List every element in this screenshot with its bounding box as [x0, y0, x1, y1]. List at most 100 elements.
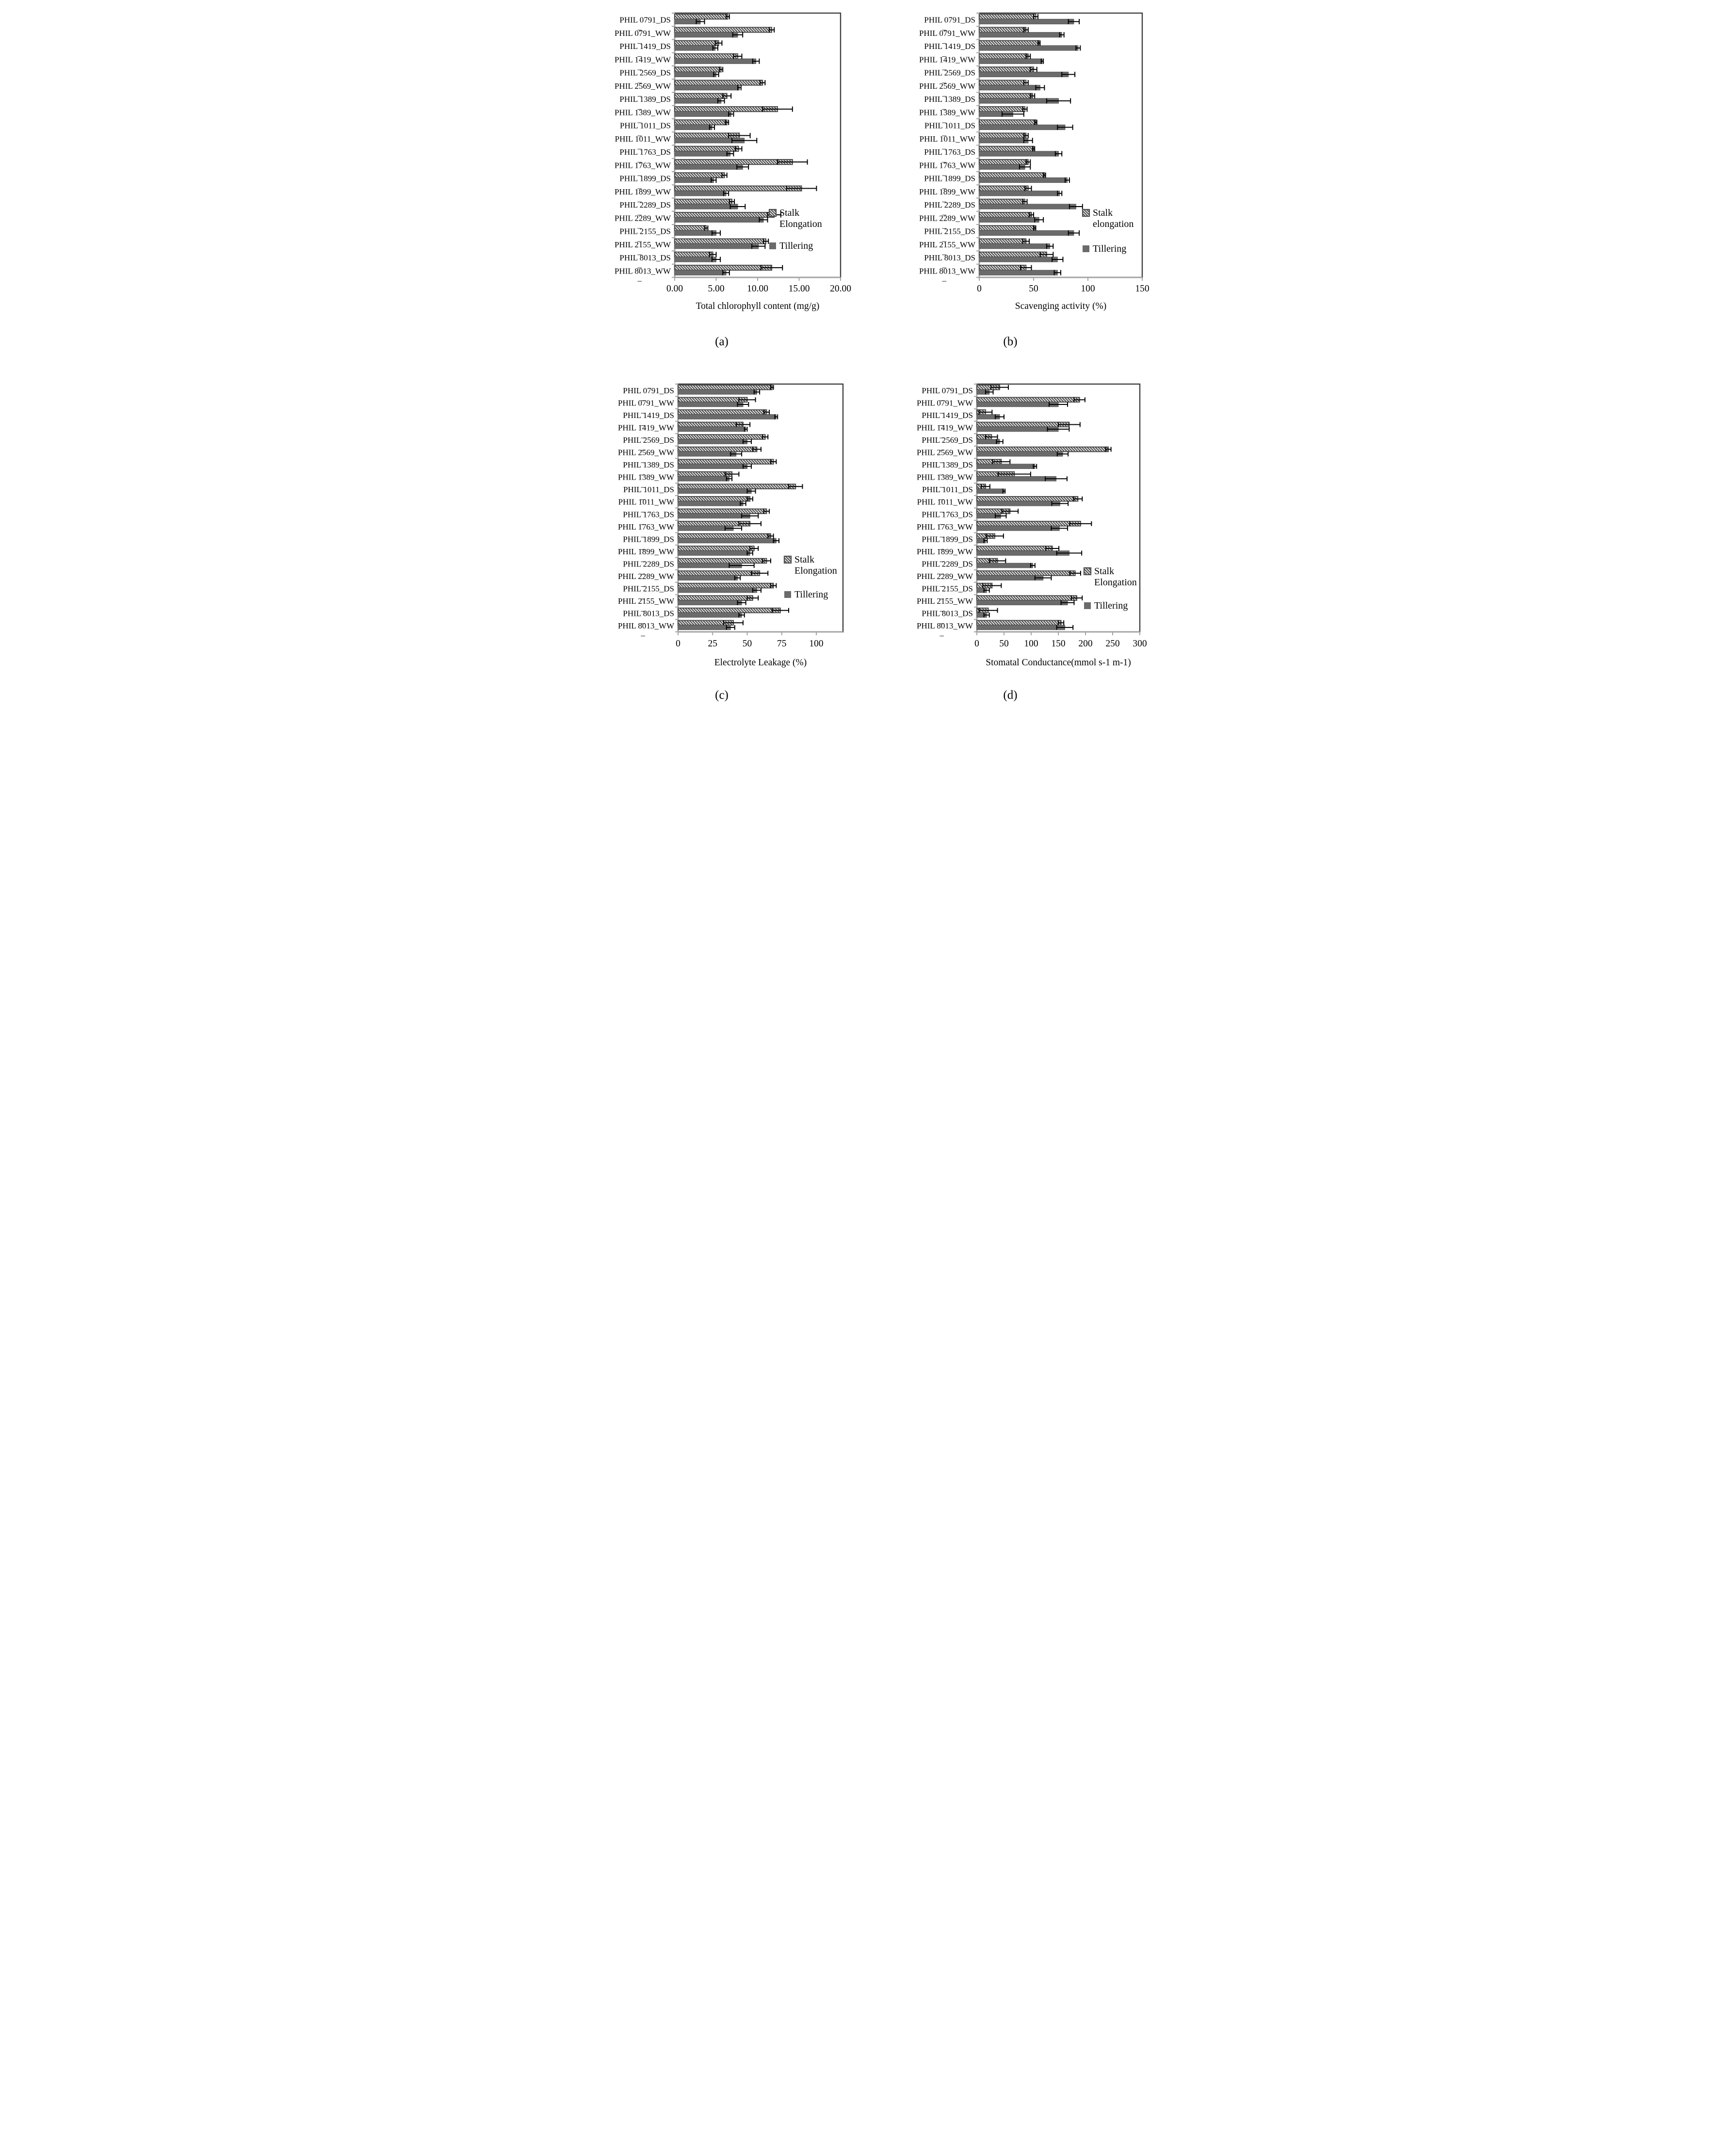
bar-stalk-elongation: [979, 93, 1033, 99]
category-label: PHIL 8013_WW _: [917, 621, 973, 637]
bar-stalk-elongation: [979, 172, 1045, 178]
x-tick-label: 0: [977, 284, 982, 294]
error-bar: [1033, 225, 1037, 231]
category-label: PHIL 1763_WW _: [615, 161, 671, 177]
error-bar: [712, 45, 718, 51]
error-bar: [723, 620, 744, 626]
error-bar: [1025, 159, 1031, 165]
legend-label-stalk-line1: Stalk: [794, 554, 814, 565]
error-bar: [1034, 217, 1044, 223]
bar-stalk-elongation: [979, 198, 1026, 205]
x-tick-label: 300: [1133, 639, 1147, 649]
error-bar: [726, 14, 730, 19]
category-label: PHIL 0791_WW _: [919, 29, 976, 45]
error-bar: [709, 125, 715, 130]
x-tick-label: 5.00: [708, 284, 724, 294]
bar-tillering: [979, 45, 1079, 51]
bar-stalk-elongation: [678, 570, 761, 576]
error-bar: [737, 85, 742, 91]
category-label: PHIL 2155_DS _: [922, 584, 973, 600]
error-bar: [1022, 199, 1028, 205]
error-bar: [978, 608, 998, 613]
error-bar: [1034, 119, 1037, 125]
legend-label-stalk-line1: Stalk: [1094, 566, 1114, 577]
error-bar: [719, 66, 724, 72]
bar-tillering: [979, 71, 1069, 78]
category-label: PHIL 1389_WW _: [919, 108, 976, 124]
error-bar: [738, 612, 745, 618]
category-label: PHIL 2569_DS _: [623, 435, 674, 451]
category-label: PHIL 2155_WW _: [615, 240, 671, 256]
x-tick-label: 75: [777, 639, 787, 649]
error-bar: [997, 471, 1031, 477]
bar-stalk-elongation: [678, 471, 733, 477]
category-label: PHIL 2155_DS _: [623, 584, 674, 600]
error-bar: [735, 422, 751, 427]
error-bar: [738, 521, 761, 526]
x-axis-title: Total chlorophyll content (mg/g): [696, 301, 820, 311]
error-bar: [768, 27, 775, 33]
bar-tillering: [678, 550, 750, 556]
category-label: PHIL 1899_WW _: [919, 187, 976, 203]
error-bar: [751, 243, 766, 249]
bar-stalk-elongation: [979, 211, 1032, 218]
category-label: PHIL 2155_DS _: [619, 227, 671, 243]
error-bar: [995, 513, 1007, 518]
category-label: PHIL 2289_DS _: [623, 559, 674, 575]
legend-label-tillering: Tillering: [1093, 243, 1126, 254]
category-label: PHIL 2289_DS _: [619, 200, 671, 216]
bar-stalk-elongation: [674, 66, 722, 73]
legend-label-tillering: Tillering: [779, 241, 813, 251]
category-label: PHIL 1011_DS _: [620, 121, 671, 137]
bar-tillering: [976, 625, 1065, 630]
bar-stalk-elongation: [678, 483, 796, 489]
plot-area: [976, 383, 1141, 633]
bar-tillering: [976, 402, 1059, 407]
error-bar: [1057, 125, 1073, 130]
error-bar: [726, 476, 733, 482]
legend-label-stalk-line2: Elongation: [779, 219, 822, 229]
error-bar: [753, 389, 761, 395]
error-bar: [752, 588, 761, 593]
error-bar: [1054, 151, 1063, 157]
error-bar: [711, 230, 721, 236]
bar-stalk-elongation: [979, 66, 1034, 73]
error-bar: [1024, 186, 1032, 192]
bar-stalk-elongation: [674, 225, 707, 231]
error-bar: [983, 612, 990, 618]
category-label: PHIL 1011_WW _: [618, 498, 675, 514]
bar-stalk-elongation: [674, 119, 728, 126]
bar-tillering: [678, 439, 747, 444]
error-bar: [992, 459, 1011, 465]
error-bar: [722, 93, 732, 99]
error-bar: [777, 159, 808, 165]
category-label: PHIL 2569_DS _: [924, 68, 975, 84]
error-bar: [738, 397, 756, 402]
error-bar: [1053, 270, 1061, 275]
category-label: PHIL 2289_DS _: [922, 559, 973, 575]
category-label: PHIL 1763_WW _: [919, 161, 976, 177]
error-bar: [986, 533, 1004, 539]
category-label: PHIL 0791_WW _: [615, 29, 671, 45]
category-label: PHIL 2569_DS _: [922, 435, 973, 451]
bar-tillering: [979, 243, 1051, 249]
bar-tillering: [674, 270, 727, 275]
bar-stalk-elongation: [979, 225, 1036, 231]
error-bar: [982, 583, 1002, 588]
plot-area: [978, 12, 1143, 278]
category-label: PHIL 2569_WW _: [919, 81, 976, 97]
error-bar: [749, 546, 759, 551]
legend-label-stalk-line1: Stalk: [779, 208, 799, 218]
legend-swatch-tillering: [784, 591, 791, 598]
bar-tillering: [674, 164, 743, 170]
bar-stalk-elongation: [678, 434, 766, 440]
bar-tillering: [976, 526, 1060, 531]
legend-swatch-stalk: [1082, 209, 1090, 217]
bar-tillering: [674, 111, 731, 117]
error-bar: [1022, 239, 1030, 244]
category-label: PHIL 1389_DS _: [922, 460, 973, 476]
panel-caption: (b): [1003, 335, 1017, 348]
error-bar: [1068, 19, 1080, 24]
error-bar: [713, 72, 719, 77]
error-bar: [746, 496, 753, 501]
